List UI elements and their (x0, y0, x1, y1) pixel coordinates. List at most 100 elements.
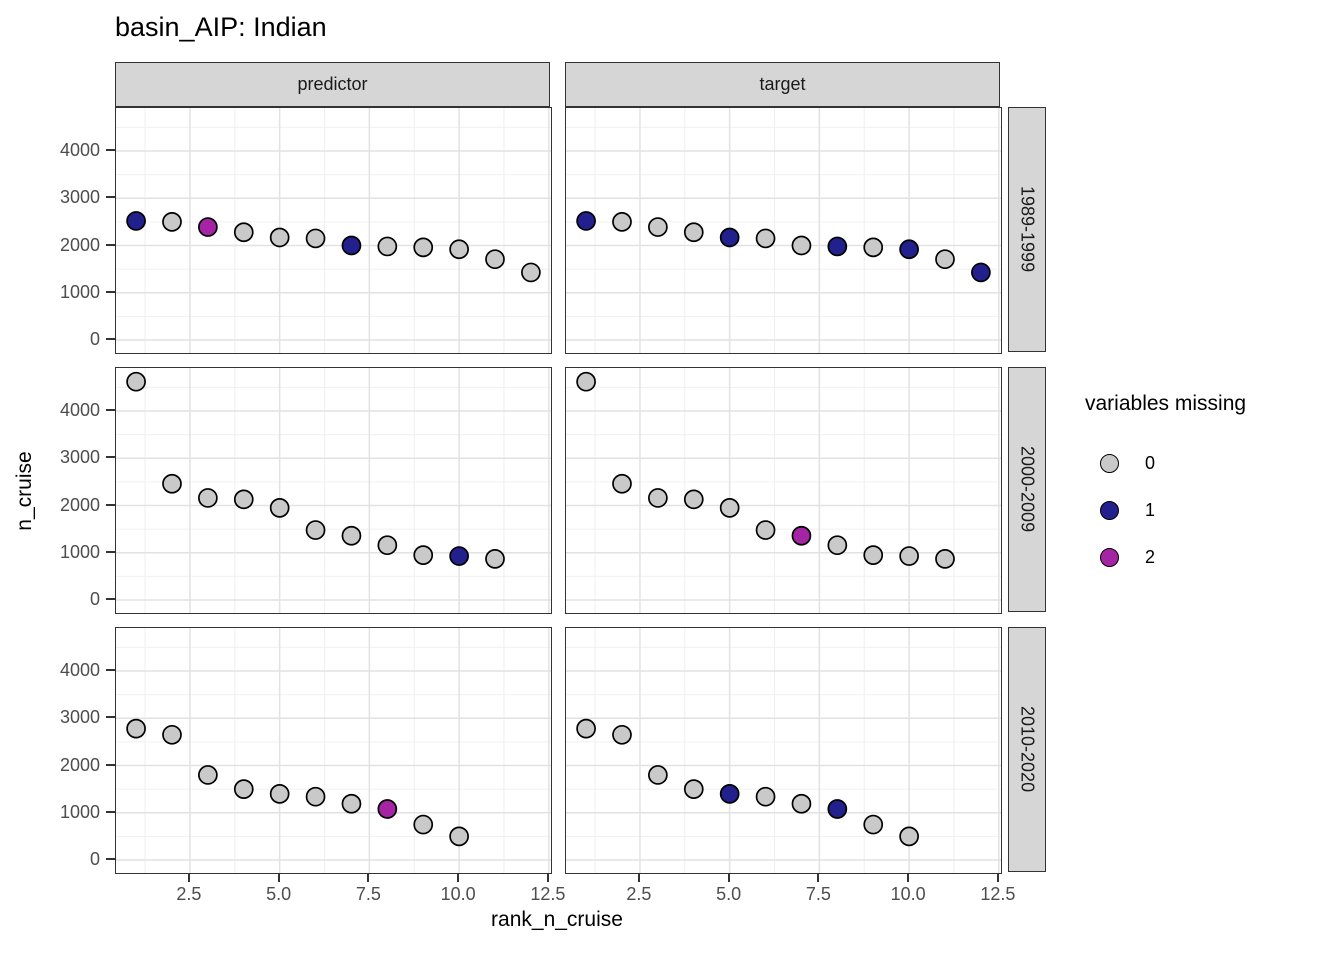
y-axis-tick (106, 456, 115, 459)
data-point (719, 227, 740, 248)
x-axis-tick-label: 5.0 (266, 884, 292, 904)
data-point (827, 535, 848, 556)
data-point (683, 779, 704, 799)
x-axis-tick-label: 2.5 (176, 884, 202, 904)
facet-row-label: 2000-2009 (1017, 446, 1038, 533)
panel-canvas (566, 628, 1001, 873)
data-point (341, 235, 362, 256)
x-axis-tick (457, 873, 460, 882)
y-axis-tick-label: 4000 (59, 139, 100, 160)
facet-column-label: target (759, 74, 806, 94)
legend-key-circle-icon (1100, 501, 1119, 520)
data-point (755, 520, 776, 540)
y-axis-tick (106, 598, 115, 600)
y-axis-tick-label: 1000 (59, 281, 100, 302)
y-axis-tick (106, 196, 115, 199)
data-point (377, 535, 398, 556)
data-point (791, 793, 812, 814)
data-point (899, 826, 919, 847)
data-point (612, 212, 632, 232)
x-axis-tick-label: 12.5 (530, 884, 566, 904)
legend: variables missing 0 1 2 (1085, 392, 1246, 595)
data-point (269, 227, 290, 248)
panel-target-1989-1999 (565, 107, 1002, 354)
data-point (413, 237, 434, 258)
legend-key-circle-icon (1100, 548, 1119, 567)
data-point (162, 212, 182, 232)
data-point (269, 498, 290, 518)
x-axis-tick (637, 873, 640, 882)
legend-label: 2 (1145, 547, 1156, 567)
data-point (377, 799, 398, 819)
x-axis-tick-label: 2.5 (626, 884, 652, 904)
data-point (863, 545, 884, 565)
legend-item-0-missing: 0 (1085, 453, 1246, 473)
facet-row-label: 2010-2020 (1017, 706, 1038, 793)
y-axis-tick (106, 550, 115, 553)
y-axis-title: n_cruise (13, 451, 36, 531)
panel-target-2000-2009 (565, 367, 1002, 614)
y-axis-tick-label: 2000 (59, 234, 100, 255)
y-axis-tick (106, 290, 115, 293)
data-point (863, 814, 884, 835)
data-point (899, 546, 919, 566)
data-point (269, 784, 290, 804)
y-axis-tick-label: 4000 (59, 399, 100, 420)
data-point (341, 793, 362, 814)
data-point (612, 473, 632, 494)
y-axis-tick (106, 763, 115, 766)
data-point (899, 239, 919, 260)
y-axis-tick-label: 0 (89, 589, 100, 609)
y-axis-tick (106, 858, 115, 860)
panel-canvas (116, 108, 551, 353)
data-point (162, 473, 182, 494)
x-axis-tick (727, 873, 730, 882)
y-axis-tick-label: 1000 (59, 801, 100, 822)
data-point (126, 371, 146, 392)
data-point (971, 262, 991, 283)
facet-row-strip-2000-2009: 2000-2009 (1008, 367, 1046, 612)
chart-title: basin_AIP: Indian (115, 12, 327, 42)
panel-predictor-2010-2020 (115, 627, 552, 874)
y-axis-tick-label: 3000 (59, 187, 100, 208)
panel-target-2010-2020 (565, 627, 1002, 874)
data-point (233, 222, 254, 243)
facet-column-strip-target: target (565, 62, 1000, 107)
y-axis-tick (106, 716, 115, 719)
data-point (791, 235, 812, 256)
facet-row-label: 1989-1999 (1017, 186, 1038, 273)
data-point (413, 545, 434, 565)
data-point (162, 724, 182, 745)
y-axis-tick (106, 338, 115, 340)
data-point (827, 236, 848, 257)
legend-label: 0 (1145, 453, 1156, 473)
panel-predictor-1989-1999 (115, 107, 552, 354)
x-axis-tick-label: 7.5 (805, 884, 831, 904)
y-axis-tick-label: 2000 (59, 494, 100, 515)
y-axis-tick (106, 503, 115, 506)
facet-row-strip-2010-2020: 2010-2020 (1008, 627, 1046, 872)
data-point (683, 222, 704, 243)
x-axis-tick (996, 873, 999, 882)
panel-predictor-2000-2009 (115, 367, 552, 614)
data-point (233, 779, 254, 799)
x-axis-tick (907, 873, 910, 882)
x-axis-title: rank_n_cruise (491, 908, 623, 931)
x-axis-tick (187, 873, 190, 882)
x-axis-tick-label: 10.0 (890, 884, 926, 904)
data-point (449, 826, 469, 847)
y-axis-tick-label: 3000 (59, 447, 100, 468)
y-axis-tick-label: 1000 (59, 541, 100, 562)
y-axis-tick (106, 243, 115, 246)
data-point (449, 546, 469, 566)
x-axis-tick (817, 873, 820, 882)
facet-column-strip-predictor: predictor (115, 62, 550, 107)
data-point (233, 489, 254, 510)
data-point (413, 814, 434, 835)
legend-label: 1 (1145, 500, 1156, 520)
panel-canvas (116, 368, 551, 613)
data-point (863, 237, 884, 258)
data-point (305, 520, 326, 540)
facet-row-strip-1989-1999: 1989-1999 (1008, 107, 1046, 352)
